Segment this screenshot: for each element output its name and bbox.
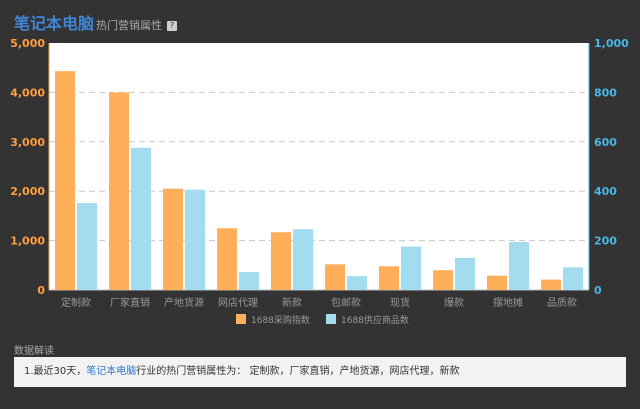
bar-purchase-index: [541, 279, 561, 290]
bar-purchase-index: [325, 264, 345, 290]
y-left-tick-label: 4,000: [10, 86, 45, 99]
page-title: 笔记本电脑: [14, 14, 95, 33]
bar-supply-count: [185, 189, 205, 290]
bar-supply-count: [455, 257, 475, 290]
bar-purchase-index: [487, 275, 507, 290]
bar-supply-count: [77, 203, 97, 290]
y-left-tick-label: 0: [37, 284, 45, 297]
bar-supply-count: [293, 229, 313, 290]
bar-chart: 0 0 1,000 200 2,000 400 3,000 600 4,000 800 5,000 1…: [10, 37, 629, 326]
x-tick-label: 新款: [282, 296, 302, 309]
chart-area: 0 0 1,000 200 2,000 400 3,000 600 4,000 800 5,000 1…: [0, 34, 640, 340]
bar-purchase-index: [379, 266, 399, 290]
bar-supply-count: [509, 242, 529, 290]
y-left-tick-label: 2,000: [10, 185, 45, 198]
page-subtitle: 热门营销属性: [96, 19, 163, 32]
y-right-tick-label: 400: [594, 185, 617, 198]
legend-swatch-purchase-index: [236, 314, 246, 324]
insight-box: 1.最近30天，笔记本电脑行业的热门营销属性为： 定制款，厂家直销，产地货源，网…: [14, 357, 626, 387]
insight-prefix: 1.最近30天，: [24, 366, 87, 377]
x-tick-label: 厂家直销: [110, 296, 150, 309]
y-right-tick-label: 800: [594, 86, 617, 99]
bar-purchase-index: [217, 228, 237, 290]
y-left-tick-label: 3,000: [10, 136, 45, 149]
bar-supply-count: [563, 267, 583, 290]
insight-section-title: 数据解读: [14, 346, 54, 357]
y-left-tick-label: 5,000: [10, 37, 45, 50]
y-right-tick-label: 1,000: [594, 37, 629, 50]
x-tick-label: 爆款: [444, 296, 464, 309]
x-tick-label: 网店代理: [218, 296, 258, 309]
plot-background: [49, 43, 589, 290]
x-tick-label: 产地货源: [164, 296, 204, 309]
y-right-tick-label: 600: [594, 136, 617, 149]
bar-supply-count: [239, 271, 259, 290]
help-icon[interactable]: ?: [167, 21, 178, 31]
bar-supply-count: [347, 276, 367, 290]
y-right-tick-label: 0: [594, 284, 602, 297]
x-tick-label: 摆地摊: [493, 296, 523, 309]
bar-supply-count: [131, 147, 151, 290]
insight-category-link[interactable]: 笔记本电脑: [86, 366, 137, 377]
bar-purchase-index: [163, 188, 183, 290]
chart-header: 笔记本电脑 热门营销属性 ?: [14, 10, 178, 34]
x-tick-label: 包邮款: [331, 296, 361, 309]
legend-swatch-supply-count: [326, 314, 336, 324]
bar-purchase-index: [433, 270, 453, 290]
bar-purchase-index: [109, 92, 129, 291]
bar-purchase-index: [271, 232, 291, 290]
y-left-tick-label: 1,000: [10, 235, 45, 248]
bar-purchase-index: [55, 71, 75, 290]
legend-label-purchase-index: 1688采购指数: [251, 314, 310, 326]
y-right-tick-label: 200: [594, 235, 617, 248]
bar-supply-count: [401, 246, 421, 290]
x-tick-label: 品质款: [547, 296, 577, 309]
x-tick-label: 定制款: [61, 296, 91, 309]
insight-text: 行业的热门营销属性为： 定制款，厂家直销，产地货源，网店代理，新款: [136, 366, 460, 377]
legend-label-supply-count: 1688供应商品数: [341, 314, 409, 326]
x-tick-label: 现货: [390, 296, 410, 309]
